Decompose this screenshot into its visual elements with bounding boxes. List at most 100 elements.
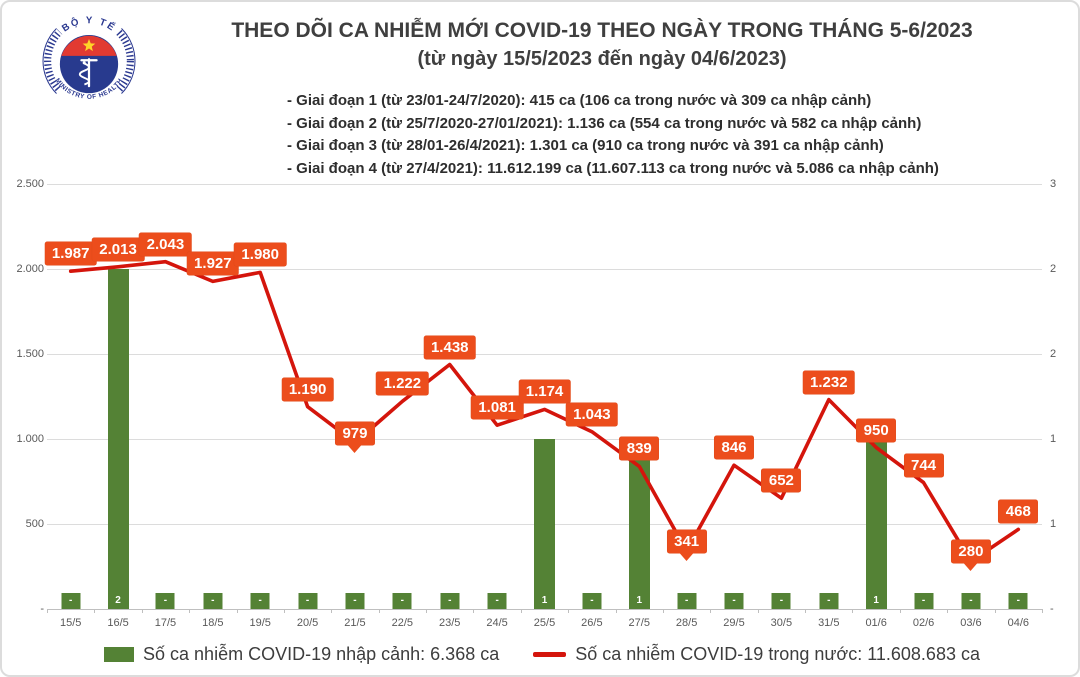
x-axis-tick: [947, 609, 949, 613]
domestic-cases-data-label: 1.927: [187, 252, 239, 276]
imported-cases-stub: [155, 593, 175, 609]
page-title: THEO DÕI CA NHIỄM MỚI COVID-19 THEO NGÀY…: [231, 19, 973, 42]
x-axis-label: 04/6: [1007, 617, 1029, 629]
x-axis-tick: [1042, 609, 1043, 613]
bar-value-label: 1: [873, 595, 879, 606]
imported-cases-stub: [629, 593, 649, 609]
x-axis-tick: [899, 609, 901, 613]
domestic-cases-data-label: 341: [667, 530, 707, 562]
bar-value-label: -: [779, 595, 784, 606]
domestic-cases-data-label: 1.081: [471, 396, 523, 420]
x-axis-label: 17/5: [154, 617, 177, 629]
x-axis-tick: [473, 609, 475, 613]
imported-cases-stub: [108, 593, 128, 609]
x-axis-tick: [710, 609, 712, 613]
phase-1-summary: - Giai đoạn 1 (từ 23/01-24/7/2020): 415 …: [287, 92, 872, 109]
imported-cases-stub: [298, 593, 318, 609]
data-label-pointer: [963, 563, 978, 572]
imported-cases-stub: [203, 593, 223, 609]
x-axis-label: 29/5: [723, 617, 745, 629]
domestic-cases-data-label: 1.174: [518, 380, 571, 404]
domestic-cases-data-label: 1.232: [803, 370, 855, 394]
bar-value-label: -: [69, 595, 73, 606]
data-label-pointer: [679, 553, 694, 562]
bar-value-label: -: [163, 595, 168, 606]
x-axis-tick: [805, 609, 807, 613]
gridline: [47, 184, 1042, 185]
secondary-y-axis-label: 1: [1050, 518, 1057, 530]
y-axis-label: 500: [25, 518, 44, 530]
x-axis-tick: [47, 609, 48, 613]
x-axis-label: 19/5: [249, 617, 271, 629]
imported-cases-stub: [1008, 593, 1028, 609]
domestic-cases-data-label: 1.987: [44, 242, 97, 266]
x-axis-label: 21/5: [344, 617, 366, 629]
imported-cases-stub: [677, 593, 697, 609]
x-axis-tick: [568, 609, 570, 613]
domestic-cases-data-label: 652: [761, 469, 801, 493]
domestic-cases-data-label: 1.190: [281, 377, 334, 401]
domestic-cases-data-label: 468: [998, 500, 1038, 524]
page-subtitle: (từ ngày 15/5/2023 đến ngày 04/6/2023): [417, 48, 787, 70]
domestic-cases-data-label: 1.438: [423, 335, 476, 359]
imported-cases-stub: [819, 593, 839, 609]
legend-item-domestic: Số ca nhiễm COVID-19 trong nước: 11.608.…: [533, 644, 980, 665]
x-axis-tick: [662, 609, 664, 613]
bar-value-label: -: [684, 595, 689, 606]
x-axis-tick: [426, 609, 428, 613]
x-axis-label: 15/5: [59, 617, 82, 629]
chart-legend: Số ca nhiễm COVID-19 nhập cảnh: 6.368 ca…: [2, 644, 1078, 665]
logo-staff-icon: [78, 58, 98, 88]
phase-3-summary: - Giai đoạn 3 (từ 28/01-26/4/2021): 1.30…: [287, 137, 884, 154]
x-axis-label: 27/5: [628, 617, 650, 629]
imported-cases-stub: [914, 593, 934, 609]
x-axis-tick: [852, 609, 854, 613]
x-axis-tick: [283, 609, 285, 613]
phase-2-summary: - Giai đoạn 2 (từ 25/7/2020-27/01/2021):…: [287, 114, 922, 132]
x-axis-tick: [757, 609, 759, 613]
imported-cases-bar: [107, 269, 129, 609]
imported-cases-stub: [535, 593, 554, 609]
x-axis-label: 01/6: [865, 617, 887, 629]
domestic-cases-data-label: 846: [714, 436, 754, 460]
domestic-cases-data-label: 2.043: [139, 232, 192, 256]
bar-value-label: 1: [636, 595, 643, 606]
x-axis-tick: [141, 609, 143, 613]
secondary-y-axis-label: 2: [1050, 348, 1057, 360]
imported-cases-stub: [392, 593, 412, 609]
x-axis-label: 16/5: [107, 617, 129, 629]
imported-cases-stub: [250, 593, 270, 609]
y-axis-label: 2.000: [16, 263, 44, 275]
legend-swatch-imported-bar: [104, 647, 135, 662]
x-axis-label: 03/6: [960, 617, 982, 629]
imported-cases-bar: [534, 439, 555, 609]
secondary-y-axis-label: 1: [1050, 433, 1057, 445]
bar-value-label: -: [921, 595, 926, 606]
x-axis-tick: [236, 609, 238, 613]
secondary-y-axis-label: -: [1050, 603, 1054, 615]
imported-cases-stub: [487, 593, 507, 609]
bar-value-label: -: [353, 595, 357, 606]
x-axis-tick: [94, 609, 96, 613]
imported-cases-stub: [582, 593, 602, 609]
gridline: [47, 354, 1042, 355]
x-axis-tick: [994, 609, 996, 613]
bar-value-label: -: [400, 595, 405, 606]
imported-cases-stub: [866, 593, 886, 609]
x-axis-label: 24/5: [486, 617, 508, 629]
legend-item-imported: Số ca nhiễm COVID-19 nhập cảnh: 6.368 ca: [104, 644, 499, 665]
legend-label-domestic: Số ca nhiễm COVID-19 trong nước: 11.608.…: [575, 644, 980, 664]
imported-cases-stub: [771, 593, 791, 609]
domestic-cases-data-label: 839: [619, 437, 659, 461]
bar-value-label: 2: [115, 595, 121, 606]
x-axis-line: [47, 609, 1042, 610]
x-axis-tick: [189, 609, 191, 613]
imported-cases-stub: [345, 593, 365, 609]
secondary-y-axis-label: 2: [1050, 263, 1057, 275]
y-axis-label: 1.000: [16, 433, 44, 445]
domestic-cases-data-label: 280: [951, 540, 991, 572]
domestic-cases-data-label: 979: [335, 421, 375, 453]
y-axis-label: 1.500: [16, 348, 44, 360]
